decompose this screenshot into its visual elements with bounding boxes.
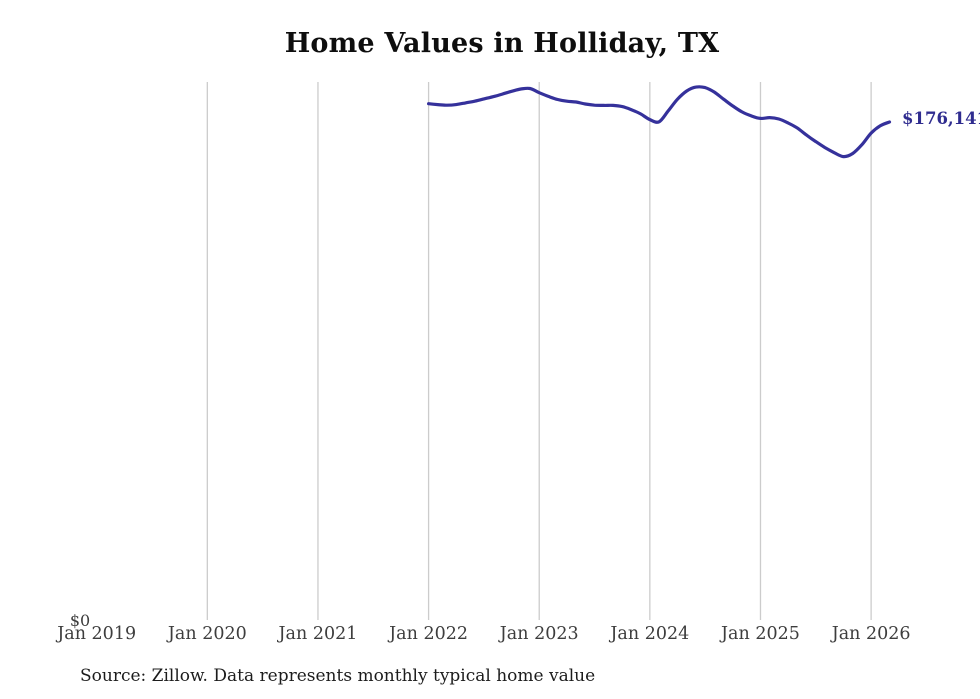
x-tick-label: Jan 2024	[610, 624, 690, 644]
x-tick-label: Jan 2026	[831, 624, 911, 644]
home-value-line-series	[427, 85, 892, 159]
latest-value-label: $176,141	[902, 109, 980, 128]
page-title: Home Values in Holliday, TX	[284, 28, 720, 59]
x-tick-label: Jan 2025	[721, 624, 800, 644]
x-tick-label: Jan 2020	[167, 624, 247, 644]
x-tick-label: Jan 2019	[57, 624, 137, 644]
source-attribution: Source: Zillow. Data represents monthly …	[80, 666, 596, 686]
x-tick-label: Jan 2022	[389, 624, 468, 644]
x-tick-label: Jan 2021	[278, 624, 358, 644]
y-axis-zero-tick-label: $0	[69, 611, 91, 630]
x-tick-label: Jan 2023	[499, 624, 579, 644]
vertical-gridlines	[206, 82, 872, 620]
